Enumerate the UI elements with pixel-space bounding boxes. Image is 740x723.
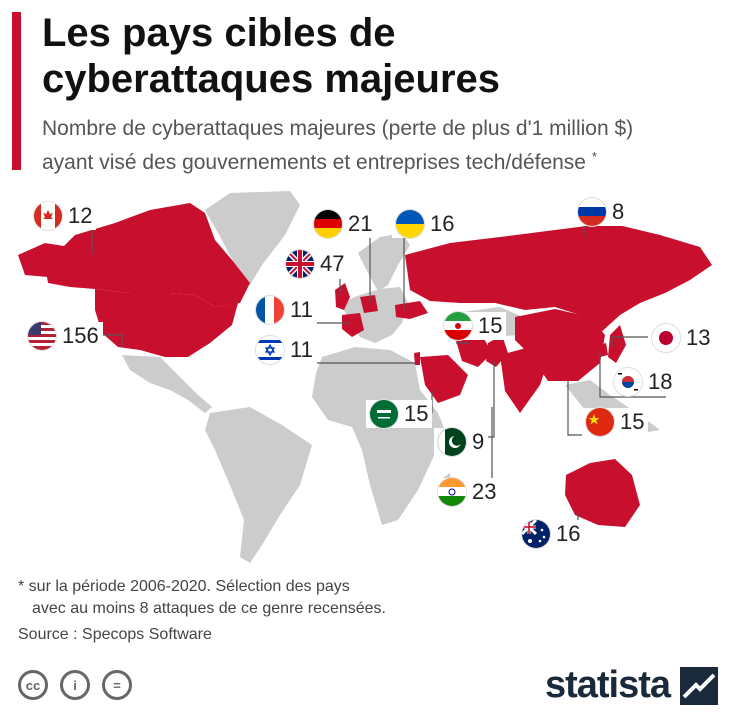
value-saudi-arabia: 15 xyxy=(404,401,429,426)
value-china: 15 xyxy=(620,409,645,434)
country-label-france: 11 xyxy=(252,296,317,324)
africa-shape xyxy=(312,347,445,525)
south-korea-flag-icon xyxy=(614,368,642,396)
leader-pakistan xyxy=(476,361,495,438)
canada-flag-icon xyxy=(34,202,62,230)
israel-shape xyxy=(414,352,420,365)
license-icons: cc i = xyxy=(18,670,132,700)
country-label-iran: 15 xyxy=(440,312,507,340)
value-germany: 21 xyxy=(348,211,373,236)
saudi-arabia-flag-icon xyxy=(370,400,398,428)
france-flag-icon xyxy=(256,296,284,324)
source-credit: Source : Specops Software xyxy=(18,626,212,643)
russia-flag-icon xyxy=(578,198,606,226)
usa-shape xyxy=(95,289,238,357)
subtitle-line-2-text: ayant visé des gouvernements et entrepri… xyxy=(42,151,586,174)
japan-shape xyxy=(608,325,626,363)
footnote: * sur la période 2006-2020. Sélection de… xyxy=(18,576,638,620)
country-label-usa: 156 xyxy=(24,322,103,350)
title-line-2: cyberattaques majeures xyxy=(42,57,501,101)
subtitle: Nombre de cyberattaques majeures (perte … xyxy=(42,115,732,177)
leader-usa xyxy=(100,334,123,347)
saudi-arabia-shape xyxy=(420,355,468,403)
ukraine-shape xyxy=(395,301,428,319)
value-israel: 11 xyxy=(290,337,313,362)
uk-flag-icon xyxy=(286,250,314,278)
value-japan: 13 xyxy=(686,325,711,350)
uk-shape xyxy=(335,283,350,310)
country-label-israel: 11 xyxy=(252,336,317,364)
pakistan-flag-icon xyxy=(438,428,466,456)
leader-japan xyxy=(611,336,650,347)
footnote-line-2: avec au moins 8 attaques de ce genre rec… xyxy=(32,600,386,617)
country-label-uk: 47 xyxy=(282,250,349,278)
value-usa: 156 xyxy=(62,323,99,348)
scandinavia-shape xyxy=(358,233,410,291)
value-russia: 8 xyxy=(612,199,625,224)
iran-flag-icon xyxy=(444,312,472,340)
value-australia: 16 xyxy=(556,521,581,546)
russia-shape xyxy=(405,223,712,335)
australia-flag-icon xyxy=(522,520,550,548)
value-india: 23 xyxy=(472,479,497,504)
country-label-india: 23 xyxy=(434,478,501,506)
alaska-shape xyxy=(18,243,70,277)
subtitle-line-1: Nombre de cyberattaques majeures (perte … xyxy=(42,117,634,140)
australia-shape xyxy=(565,459,640,527)
subtitle-asterisk: * xyxy=(591,149,597,164)
country-label-south-korea: 18 xyxy=(610,368,677,396)
india-flag-icon xyxy=(438,478,466,506)
country-label-russia: 8 xyxy=(574,198,629,226)
ukraine-flag-icon xyxy=(396,210,424,238)
no-derivatives-icon[interactable]: = xyxy=(102,670,132,700)
france-shape xyxy=(342,313,364,337)
footnote-line-1: * sur la période 2006-2020. Sélection de… xyxy=(18,578,350,595)
subtitle-line-2: ayant visé des gouvernements et entrepri… xyxy=(42,143,732,177)
value-pakistan: 9 xyxy=(472,429,485,454)
usa-flag-icon xyxy=(28,322,56,350)
value-uk: 47 xyxy=(320,251,345,276)
israel-flag-icon xyxy=(256,336,284,364)
country-label-pakistan: 9 xyxy=(434,428,489,456)
greenland-shape xyxy=(205,191,300,285)
germany-flag-icon xyxy=(314,210,342,238)
china-shape xyxy=(515,309,605,381)
country-label-china: 15 xyxy=(582,408,649,436)
value-ukraine: 16 xyxy=(430,211,455,236)
value-france: 11 xyxy=(290,297,313,322)
creative-commons-icon[interactable]: cc xyxy=(18,670,48,700)
brand-name: statista xyxy=(544,664,671,706)
south-america-shape xyxy=(205,407,312,563)
accent-bar xyxy=(12,12,21,170)
country-label-ukraine: 16 xyxy=(392,210,459,238)
leader-south-korea xyxy=(599,353,666,398)
country-label-canada: 12 xyxy=(30,202,97,230)
statista-logo-icon xyxy=(680,666,718,705)
value-south-korea: 18 xyxy=(648,369,673,394)
country-label-japan: 13 xyxy=(648,324,715,352)
brand-logo[interactable]: statista xyxy=(545,664,718,707)
value-canada: 12 xyxy=(68,203,93,228)
title-line-1: Les pays cibles de xyxy=(42,11,396,55)
germany-shape xyxy=(360,295,378,313)
value-iran: 15 xyxy=(478,313,503,338)
china-flag-icon xyxy=(586,408,614,436)
page-title: Les pays cibles de cyberattaques majeure… xyxy=(42,10,722,102)
country-label-germany: 21 xyxy=(310,210,377,238)
country-label-australia: 16 xyxy=(518,520,585,548)
mexico-central-america-shape xyxy=(122,355,212,413)
attribution-icon[interactable]: i xyxy=(60,670,90,700)
country-label-saudi-arabia: 15 xyxy=(366,400,433,428)
japan-flag-icon xyxy=(652,324,680,352)
